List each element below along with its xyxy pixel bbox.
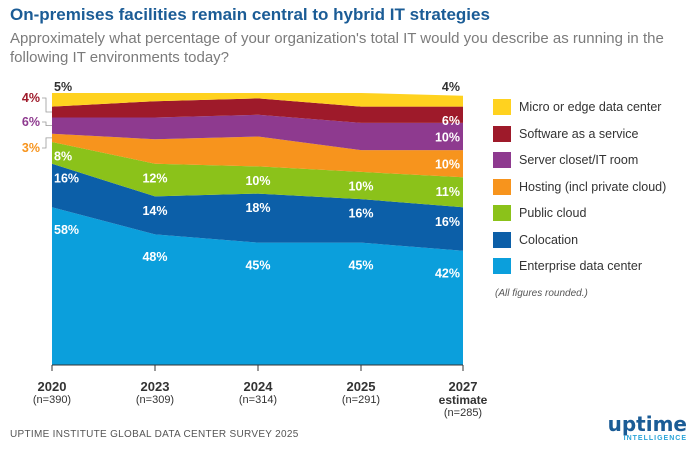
left-callout-label: 4% [22, 91, 40, 105]
legend-swatch [493, 205, 511, 222]
legend-swatch [493, 178, 511, 195]
x-tick-label-year: 2023 [141, 379, 170, 394]
left-callout-label: 3% [22, 141, 40, 155]
legend-item: Hosting (incl private cloud) [493, 174, 666, 201]
legend-item: Micro or edge data center [493, 94, 666, 121]
left-callout-leader [42, 121, 52, 126]
x-tick-label-year: 2025 [347, 379, 376, 394]
x-tick-label-year: 2027 [449, 379, 478, 394]
x-tick-label-year: 2020 [38, 379, 67, 394]
x-tick-label-n: (n=309) [136, 394, 174, 406]
value-label: 16% [348, 207, 373, 221]
value-label: 14% [142, 204, 167, 218]
legend-item: Colocation [493, 227, 666, 254]
legend-label: Colocation [519, 232, 579, 247]
legend-label: Software as a service [519, 126, 639, 141]
value-label: 48% [142, 250, 167, 264]
value-label: 18% [245, 201, 270, 215]
legend: Micro or edge data center Software as a s… [493, 94, 666, 280]
legend-swatch [493, 125, 511, 142]
area-server-closet-it-room [52, 114, 463, 151]
left-callout-leader [42, 97, 52, 113]
value-label: 11% [436, 185, 460, 199]
left-callout-leader [42, 137, 52, 149]
value-label: 4% [442, 80, 460, 94]
value-label: 10% [435, 158, 460, 172]
area-enterprise-data-center [52, 207, 463, 365]
source-label: UPTIME INSTITUTE GLOBAL DATA CENTER SURV… [10, 429, 299, 440]
legend-swatch [493, 152, 511, 169]
legend-swatch [493, 258, 511, 275]
legend-label: Server closet/IT room [519, 153, 639, 168]
area-colocation [52, 163, 463, 251]
chart-title: On-premises facilities remain central to… [10, 5, 490, 24]
x-tick-label-n: (n=390) [33, 394, 71, 406]
value-label: 16% [54, 171, 79, 185]
legend-label: Public cloud [519, 206, 587, 221]
area-public-cloud [52, 142, 463, 208]
legend-swatch [493, 231, 511, 248]
legend-item: Enterprise data center [493, 253, 666, 280]
legend-item: Software as a service [493, 121, 666, 148]
legend-label: Hosting (incl private cloud) [519, 179, 667, 194]
legend-label: Micro or edge data center [519, 100, 662, 115]
logo-subtitle: INTELLIGENCE [623, 435, 687, 442]
legend-label: Enterprise data center [519, 259, 642, 274]
legend-item: Server closet/IT room [493, 147, 666, 174]
rounding-note: (All figures rounded.) [495, 288, 588, 299]
value-label: 45% [245, 258, 270, 272]
legend-item: Public cloud [493, 200, 666, 227]
legend-swatch [493, 99, 511, 116]
left-callout-label: 6% [22, 115, 40, 129]
x-tick-label-n: (n=314) [239, 394, 277, 406]
value-label: 10% [245, 174, 270, 188]
value-label: 58% [54, 223, 79, 237]
value-label: 42% [435, 267, 460, 281]
value-label: 10% [348, 179, 373, 193]
value-label: 6% [442, 114, 460, 128]
uptime-logo: uptime INTELLIGENCE [595, 413, 687, 443]
value-label: 10% [435, 131, 460, 145]
value-label: 12% [142, 171, 167, 185]
x-tick-label-n: (n=285) [444, 407, 482, 419]
value-label: 45% [348, 258, 373, 272]
area-hosting-incl-private-cloud [52, 133, 463, 178]
x-tick-label-extra: estimate [439, 393, 488, 407]
logo-wordmark: uptime [607, 412, 687, 436]
area-micro-or-edge-data-center [52, 93, 463, 107]
x-tick-label-year: 2024 [244, 379, 274, 394]
area-software-as-a-service [52, 98, 463, 123]
chart-subtitle: Approximately what percentage of your or… [10, 30, 664, 66]
value-label: 8% [54, 150, 72, 164]
value-label: 5% [54, 80, 72, 94]
x-tick-label-n: (n=291) [342, 394, 380, 406]
value-label: 16% [435, 215, 460, 229]
